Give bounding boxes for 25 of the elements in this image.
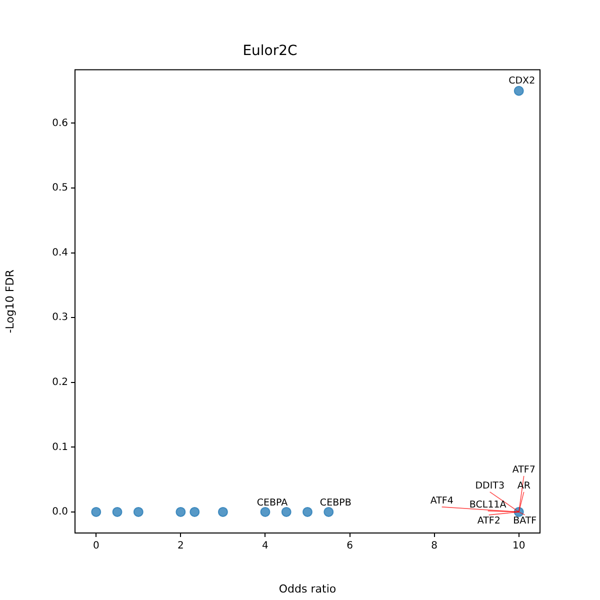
annotation: ATF2 [477,515,500,526]
x-tick-label: 2 [177,540,184,552]
annotation: CEBPB [320,497,352,508]
x-axis-title: Odds ratio [278,582,336,596]
annotation: ATF7 [512,464,536,476]
y-tick-label: 0.2 [52,376,68,388]
annotation: BCL11A [469,499,507,510]
y-tick-label: 0.4 [52,247,68,258]
y-axis-title: -Log10 FDR [3,269,16,334]
annotation: BATF [513,515,537,526]
annotation: ATF4 [430,495,454,506]
x-tick-label: 0 [92,540,100,552]
x-tick-label: 10 [512,540,526,552]
y-tick-label: 0.5 [52,182,68,194]
x-tick-label: 4 [262,540,268,552]
x-tick-label: 8 [431,540,438,552]
y-tick-label: 0.3 [52,312,68,324]
y-tick-label: 0.1 [52,442,68,453]
y-tick-label: 0.0 [52,506,68,518]
chart-title: Eulor2C [242,43,298,60]
y-tick-label: 0.6 [52,118,68,129]
annotation: CDX2 [508,75,536,86]
x-tick-label: 6 [346,540,353,552]
annotation: CEBPA [256,497,288,508]
annotation: DDIT3 [475,480,505,492]
